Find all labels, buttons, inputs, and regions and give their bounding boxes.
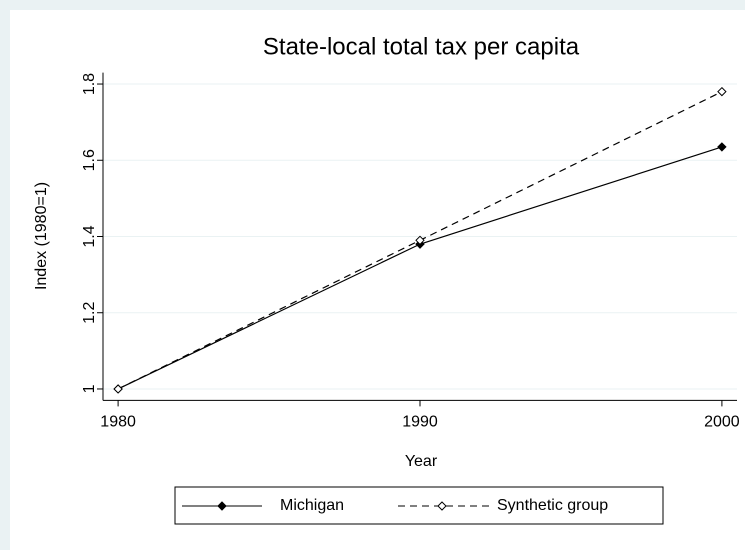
legend-label: Synthetic group xyxy=(497,497,608,514)
point-marker xyxy=(415,235,425,246)
point-marker xyxy=(717,142,727,152)
y-tick-label: 1.8 xyxy=(81,73,98,95)
legend-label: Michigan xyxy=(280,497,344,514)
legend-marker xyxy=(437,501,447,511)
y-tick-label: 1 xyxy=(81,384,98,393)
x-tick-label: 1980 xyxy=(100,414,136,431)
x-tick-label: 1990 xyxy=(402,414,438,431)
legend-marker xyxy=(217,501,227,511)
x-tick-label: 2000 xyxy=(704,414,740,431)
x-axis-label: Year xyxy=(405,453,438,470)
y-tick-label: 1.4 xyxy=(81,225,98,247)
y-tick-label: 1.6 xyxy=(81,149,98,171)
y-tick-label: 1.2 xyxy=(81,302,98,324)
point-marker xyxy=(113,384,123,394)
plot-background xyxy=(10,10,745,550)
y-axis-label: Index (1980=1) xyxy=(33,182,50,290)
chart-title: State-local total tax per capita xyxy=(263,33,580,60)
point-marker xyxy=(717,86,727,97)
